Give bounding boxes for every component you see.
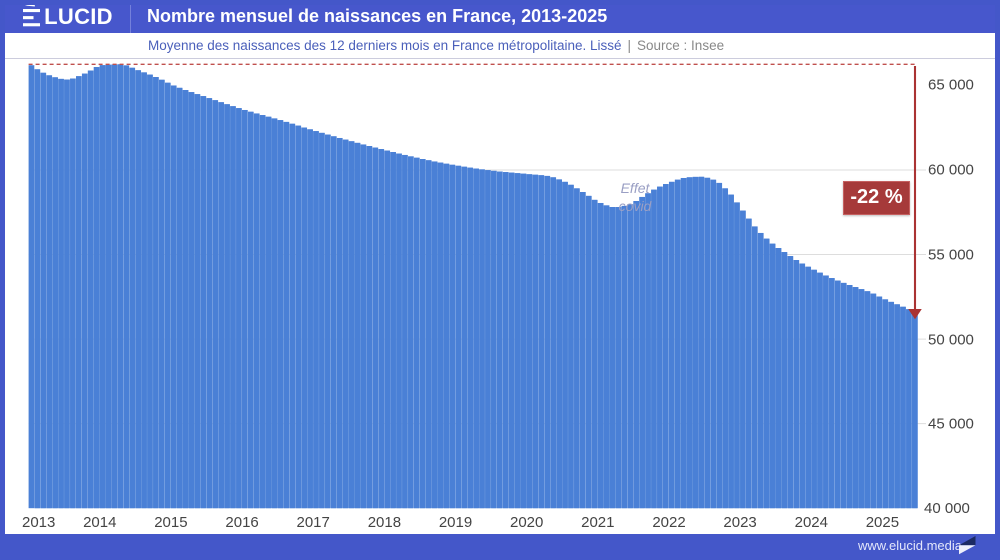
svg-text:2021: 2021	[581, 514, 614, 531]
svg-text:40 000: 40 000	[924, 500, 970, 517]
svg-text:45 000: 45 000	[928, 416, 974, 433]
svg-text:2014: 2014	[83, 514, 116, 531]
svg-text:2024: 2024	[795, 514, 828, 531]
svg-text:2025: 2025	[866, 514, 899, 531]
svg-text:50 000: 50 000	[928, 332, 974, 349]
svg-text:2016: 2016	[225, 514, 258, 531]
svg-text:2018: 2018	[368, 514, 401, 531]
svg-text:60 000: 60 000	[928, 162, 974, 179]
svg-text:2013: 2013	[22, 514, 55, 531]
svg-text:2022: 2022	[652, 514, 685, 531]
svg-text:2015: 2015	[154, 514, 187, 531]
svg-text:2020: 2020	[510, 514, 543, 531]
svg-text:2019: 2019	[439, 514, 472, 531]
svg-text:55 000: 55 000	[928, 247, 974, 264]
svg-text:2017: 2017	[297, 514, 330, 531]
svg-text:2023: 2023	[723, 514, 756, 531]
svg-text:65 000: 65 000	[928, 77, 974, 94]
